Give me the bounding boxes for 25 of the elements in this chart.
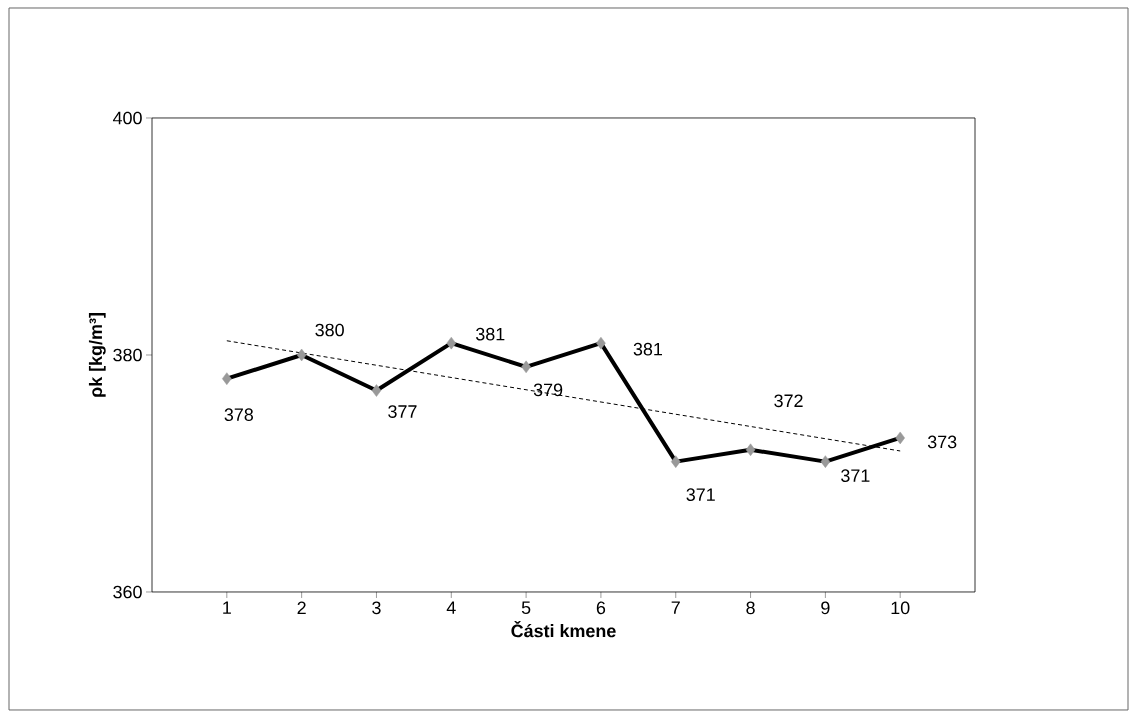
data-label: 371 [841,469,870,482]
data-label: 381 [476,327,505,341]
x-tick-label: 1 [223,601,231,614]
data-label: 378 [224,408,254,422]
x-tick-label: 6 [596,601,606,615]
data-label: 372 [774,394,803,408]
y-tick-label: 400 [112,111,142,125]
data-label: 381 [633,342,662,356]
x-tick-label: 8 [746,601,755,615]
x-tick-label: 3 [372,601,381,615]
data-label: 380 [315,323,344,337]
data-label: 373 [927,435,957,449]
x-tick-label: 7 [671,601,680,614]
data-label: 371 [686,488,715,501]
y-tick-label: 360 [113,585,142,599]
data-label: 379 [533,383,563,397]
y-axis-title: ρk [kg/m³] [88,313,106,397]
x-tick-label: 4 [446,601,456,614]
x-tick-label: 5 [521,601,531,615]
x-tick-label: 9 [821,601,830,615]
x-tick-label: 10 [891,601,910,615]
x-axis-title: Části kmene [511,621,616,638]
x-tick-label: 2 [297,601,306,615]
data-label: 377 [388,405,417,418]
y-tick-label: 380 [113,348,142,362]
